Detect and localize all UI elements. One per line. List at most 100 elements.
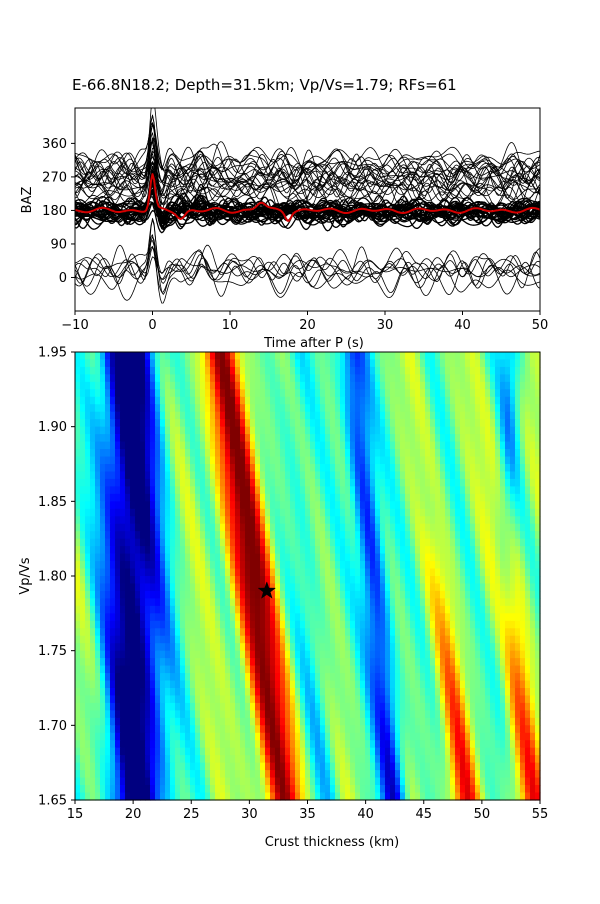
heatmap-cell	[230, 636, 236, 644]
heatmap-cell	[155, 621, 161, 629]
heatmap-cell	[155, 374, 161, 382]
heatmap-cell	[155, 524, 161, 532]
heatmap-cell	[440, 710, 446, 718]
heatmap-cell	[530, 666, 536, 674]
heatmap-cell	[350, 606, 356, 614]
heatmap-cell	[200, 554, 206, 562]
heatmap-cell	[470, 442, 476, 450]
heatmap-cell	[275, 404, 281, 412]
heatmap-cell	[525, 681, 531, 689]
heatmap-cell	[305, 658, 311, 666]
heatmap-cell	[480, 546, 486, 554]
heatmap-cell	[335, 449, 341, 457]
heatmap-cell	[305, 621, 311, 629]
heatmap-cell	[75, 471, 81, 479]
heatmap-cell	[150, 412, 156, 420]
heatmap-cell	[530, 703, 536, 711]
heatmap-cell	[190, 688, 196, 696]
heatmap-cell	[100, 412, 106, 420]
heatmap-cell	[430, 367, 436, 375]
heatmap-cell	[275, 725, 281, 733]
heatmap-cell	[90, 382, 96, 390]
heatmap-cell	[505, 442, 511, 450]
heatmap-cell	[330, 651, 336, 659]
heatmap-cell	[85, 569, 91, 577]
heatmap-cell	[325, 591, 331, 599]
heatmap-cell	[325, 673, 331, 681]
heatmap-cell	[105, 651, 111, 659]
heatmap-cell	[305, 457, 311, 465]
heatmap-cell	[75, 598, 81, 606]
heatmap-cell	[95, 681, 101, 689]
heatmap-cell	[425, 681, 431, 689]
heatmap-cell	[330, 583, 336, 591]
heatmap-cell	[135, 703, 141, 711]
heatmap-cell	[245, 486, 251, 494]
heatmap-cell	[275, 442, 281, 450]
heatmap-cell	[115, 733, 121, 741]
heatmap-cell	[395, 710, 401, 718]
heatmap-cell	[505, 539, 511, 547]
heatmap-cell	[95, 651, 101, 659]
heatmap-cell	[125, 554, 131, 562]
heatmap-cell	[140, 471, 146, 479]
heatmap-cell	[150, 681, 156, 689]
heatmap-cell	[220, 486, 226, 494]
heatmap-cell	[240, 688, 246, 696]
heatmap-cell	[220, 389, 226, 397]
heatmap-cell	[525, 359, 531, 367]
heatmap-cell	[415, 613, 421, 621]
heatmap-cell	[420, 427, 426, 435]
heatmap-cell	[485, 524, 491, 532]
heatmap-cell	[80, 442, 86, 450]
heatmap-cell	[420, 636, 426, 644]
heatmap-cell	[480, 352, 486, 360]
heatmap-cell	[245, 725, 251, 733]
heatmap-cell	[115, 681, 121, 689]
heatmap-cell	[400, 554, 406, 562]
heatmap-cell	[320, 591, 326, 599]
heatmap-cell	[490, 524, 496, 532]
heatmap-cell	[330, 554, 336, 562]
heatmap-cell	[410, 442, 416, 450]
heatmap-cell	[125, 695, 131, 703]
heatmap-cell	[105, 643, 111, 651]
heatmap-cell	[80, 613, 86, 621]
heatmap-cell	[260, 651, 266, 659]
heatmap-cell	[230, 539, 236, 547]
heatmap-cell	[505, 434, 511, 442]
heatmap-cell	[150, 352, 156, 360]
heatmap-cell	[475, 427, 481, 435]
heatmap-cell	[475, 710, 481, 718]
heatmap-cell	[450, 688, 456, 696]
heatmap-cell	[210, 606, 216, 614]
heatmap-cell	[490, 569, 496, 577]
heatmap-cell	[440, 733, 446, 741]
heatmap-cell	[235, 725, 241, 733]
heatmap-cell	[185, 598, 191, 606]
heatmap-cell	[185, 688, 191, 696]
heatmap-cell	[230, 427, 236, 435]
heatmap-cell	[530, 725, 536, 733]
heatmap-cell	[330, 479, 336, 487]
heatmap-cell	[370, 464, 376, 472]
heatmap-cell	[325, 382, 331, 390]
heatmap-cell	[385, 359, 391, 367]
heatmap-cell	[450, 471, 456, 479]
heatmap-cell	[85, 397, 91, 405]
heatmap-cell	[310, 486, 316, 494]
heatmap-cell	[510, 673, 516, 681]
heatmap-cell	[245, 606, 251, 614]
heatmap-cell	[245, 471, 251, 479]
heatmap-cell	[480, 554, 486, 562]
heatmap-cell	[110, 561, 116, 569]
heatmap-cell	[455, 397, 461, 405]
heatmap-cell	[495, 628, 501, 636]
heatmap-cell	[435, 471, 441, 479]
heatmap-cell	[425, 725, 431, 733]
heatmap-cell	[385, 710, 391, 718]
heatmap-cell	[150, 374, 156, 382]
heatmap-cell	[365, 561, 371, 569]
heatmap-cell	[285, 651, 291, 659]
heatmap-cell	[305, 695, 311, 703]
